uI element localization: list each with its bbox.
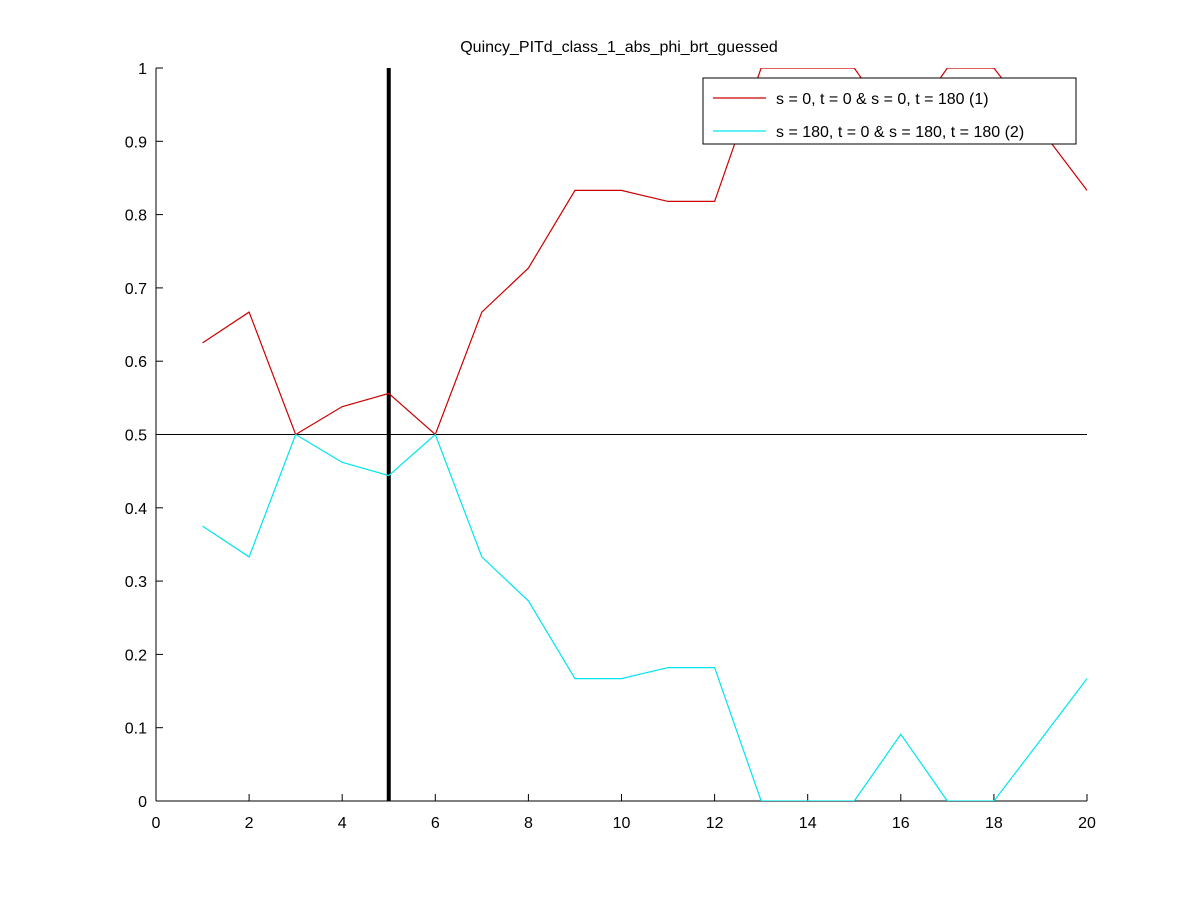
x-tick-label: 12 [706,815,724,832]
x-tick-label: 20 [1078,815,1096,832]
x-tick-label: 8 [524,815,533,832]
y-tick-label: 0.6 [125,354,147,371]
y-tick-label: 0.3 [125,574,147,591]
x-tick-label: 2 [245,815,254,832]
x-tick-label: 4 [338,815,347,832]
legend-box [702,77,1077,145]
legend-label-1: s = 0, t = 0 & s = 0, t = 180 (1) [776,91,989,108]
y-tick-label: 0.9 [125,134,147,151]
x-tick-label: 6 [431,815,440,832]
y-tick-label: 0.7 [125,281,147,298]
x-tick-label: 14 [799,815,817,832]
y-tick-label: 0.1 [125,721,147,738]
x-tick-label: 16 [892,815,910,832]
series-line-2 [202,433,1087,801]
x-tick-label: 0 [152,815,161,832]
y-tick-label: 0.4 [125,501,147,518]
y-tick-label: 0 [138,794,147,811]
legend-label-2: s = 180, t = 0 & s = 180, t = 180 (2) [776,124,1024,141]
x-tick-label: 10 [613,815,631,832]
x-tick-label: 18 [985,815,1003,832]
y-tick-label: 0.8 [125,208,147,225]
y-tick-label: 1 [138,61,147,78]
y-tick-label: 0.5 [125,428,147,445]
chart-title: Quincy_PITd_class_1_abs_phi_brt_guessed [460,39,778,56]
y-tick-label: 0.2 [125,647,147,664]
